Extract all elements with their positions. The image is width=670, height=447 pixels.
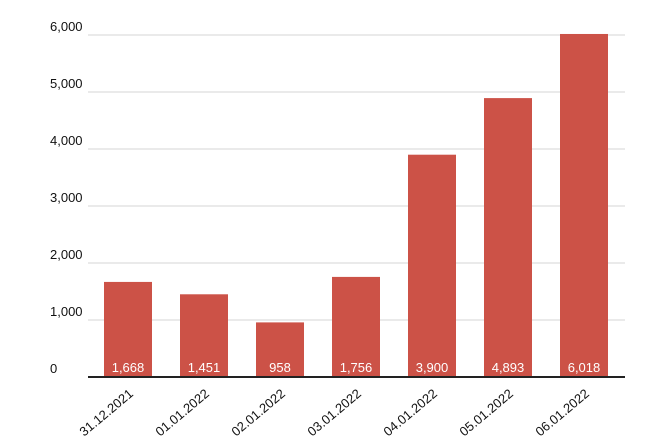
- y-tick-label: 6,000: [50, 19, 83, 34]
- y-tick-label: 0: [50, 361, 57, 376]
- bar: [180, 294, 228, 377]
- x-tick-label: 05.01.2022: [456, 386, 515, 439]
- x-tick-label: 04.01.2022: [380, 386, 439, 439]
- bar: [332, 276, 380, 377]
- gridlines: [88, 34, 625, 321]
- bar: [408, 154, 456, 377]
- data-label: 1,451: [188, 360, 221, 375]
- bar: [104, 281, 152, 377]
- data-label: 958: [269, 360, 291, 375]
- x-axis-tick-labels: 31.12.2021 01.01.2022 02.01.2022 03.01.2022…: [76, 386, 591, 439]
- x-tick-label: 02.01.2022: [228, 386, 287, 439]
- bars: 1,668 1,451 958 1,756 3,900 4,893 6,018: [104, 33, 608, 377]
- data-label: 4,893: [492, 360, 525, 375]
- data-label: 6,018: [568, 360, 601, 375]
- y-axis-tick-labels: 0 1,000 2,000 3,000 4,000 5,000 6,000: [50, 19, 83, 376]
- bar: [484, 98, 532, 377]
- x-tick-label: 03.01.2022: [304, 386, 363, 439]
- y-tick-label: 3,000: [50, 190, 83, 205]
- y-tick-label: 5,000: [50, 76, 83, 91]
- bar: [256, 322, 304, 377]
- x-tick-label: 06.01.2022: [532, 386, 591, 439]
- data-label: 3,900: [416, 360, 449, 375]
- bar: [560, 33, 608, 377]
- data-label: 1,668: [112, 360, 145, 375]
- x-tick-label: 01.01.2022: [152, 386, 211, 439]
- x-tick-label: 31.12.2021: [76, 386, 135, 439]
- y-tick-label: 1,000: [50, 304, 83, 319]
- y-tick-label: 4,000: [50, 133, 83, 148]
- data-label: 1,756: [340, 360, 373, 375]
- y-tick-label: 2,000: [50, 247, 83, 262]
